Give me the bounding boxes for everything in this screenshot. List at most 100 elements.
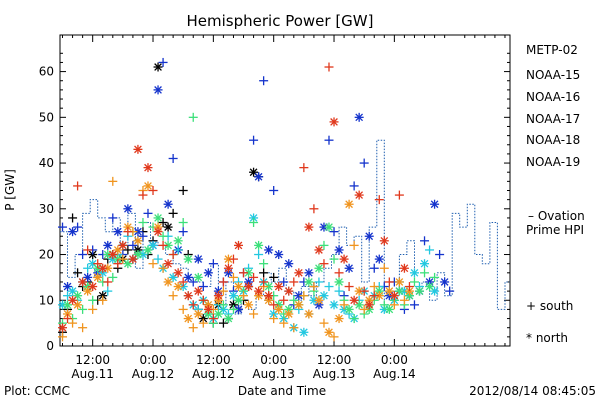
south-point-marker	[259, 277, 269, 287]
y-tick-label: 10	[39, 293, 54, 307]
south-point-marker	[339, 300, 349, 310]
north-point-marker	[379, 236, 389, 246]
south-point-marker	[329, 332, 339, 342]
south-point-marker	[349, 314, 359, 324]
marker-stroke	[305, 278, 313, 286]
marker-stroke	[335, 314, 343, 323]
south-point-marker	[374, 195, 384, 205]
marker-stroke	[224, 264, 233, 273]
marker-stroke	[98, 291, 107, 300]
north-point-marker	[304, 222, 314, 232]
south-point-marker	[218, 318, 228, 328]
south-point-marker	[198, 295, 208, 305]
marker-stroke	[98, 264, 107, 273]
north-point-marker	[414, 286, 424, 296]
south-point-marker	[324, 282, 334, 292]
south-point-marker	[73, 268, 83, 278]
north-point-marker	[334, 277, 344, 287]
north-point-marker	[329, 300, 339, 310]
north-point-marker	[354, 286, 364, 296]
marker-stroke	[113, 227, 122, 236]
marker-stroke	[164, 223, 172, 231]
marker-stroke	[410, 268, 419, 277]
legend-entry-metp02: METP-02	[526, 43, 578, 57]
south-point-marker	[178, 277, 188, 287]
marker-stroke	[375, 291, 384, 300]
marker-stroke	[224, 314, 233, 323]
south-point-marker	[158, 240, 168, 250]
x-axis-label: Date and Time	[238, 384, 326, 398]
marker-stroke	[154, 227, 162, 236]
south-point-marker	[359, 158, 369, 168]
marker-stroke	[400, 264, 409, 273]
marker-stroke	[144, 246, 152, 254]
south-point-marker	[259, 268, 269, 278]
north-point-marker	[183, 314, 193, 324]
north-point-marker	[364, 300, 374, 310]
south-point-marker	[208, 259, 218, 269]
marker-stroke	[254, 172, 263, 181]
south-point-marker	[188, 323, 198, 333]
south-point-marker	[435, 250, 445, 260]
south-point-marker	[168, 250, 178, 260]
marker-stroke	[395, 278, 404, 286]
north-point-marker	[123, 204, 133, 214]
south-point-marker	[228, 272, 238, 282]
y-tick-label: 0	[46, 339, 54, 353]
north-point-marker	[143, 245, 153, 255]
north-point-marker	[193, 254, 203, 264]
marker-stroke	[134, 145, 142, 154]
north-point-marker	[384, 304, 394, 314]
south-point-marker	[188, 112, 198, 122]
south-point-marker	[208, 314, 218, 324]
marker-stroke	[154, 63, 162, 71]
legend: METP-02 NOAA-15 NOAA-16 NOAA-17 NOAA-18 …	[526, 43, 585, 345]
marker-stroke	[274, 305, 283, 314]
south-point-marker	[269, 314, 279, 324]
north-point-marker	[420, 259, 430, 269]
marker-stroke	[194, 255, 203, 263]
south-point-marker	[420, 268, 430, 278]
north-point-marker	[143, 163, 153, 173]
marker-stroke	[174, 282, 183, 291]
north-point-marker	[143, 181, 153, 191]
south-point-marker	[289, 277, 299, 287]
marker-stroke	[355, 191, 364, 199]
legend-entry-noaa19: NOAA-19	[526, 155, 580, 169]
south-point-marker	[404, 282, 414, 292]
south-point-marker	[98, 295, 108, 305]
north-point-marker	[284, 309, 294, 319]
north-point-marker	[173, 282, 183, 292]
plot-frame	[59, 34, 511, 347]
north-point-marker	[274, 304, 284, 314]
marker-stroke	[174, 268, 183, 277]
marker-stroke	[249, 168, 258, 177]
north-point-marker	[183, 254, 193, 264]
marker-stroke	[88, 259, 97, 268]
south-point-marker	[138, 190, 148, 200]
marker-stroke	[174, 236, 183, 245]
north-point-marker	[58, 323, 68, 333]
marker-stroke	[415, 287, 424, 295]
north-point-marker	[233, 282, 243, 292]
south-point-marker	[103, 277, 113, 287]
marker-stroke	[430, 200, 439, 209]
south-point-marker	[178, 304, 188, 314]
south-point-marker	[279, 318, 289, 328]
legend-entry-noaa16: NOAA-16	[526, 90, 580, 104]
x-axis-ticks: 12:00Aug.110:00Aug.1212:00Aug.120:00Aug.…	[62, 35, 506, 381]
south-point-marker	[369, 263, 379, 273]
marker-stroke	[330, 118, 338, 126]
north-point-marker	[264, 291, 274, 301]
north-point-marker	[113, 227, 123, 237]
north-point-marker	[314, 263, 324, 273]
south-point-marker	[334, 286, 344, 296]
south-point-marker	[384, 277, 394, 287]
legend-entry-noaa15: NOAA-15	[526, 68, 580, 82]
north-point-marker	[233, 295, 243, 305]
north-point-marker	[274, 250, 284, 260]
north-point-marker	[223, 254, 233, 264]
south-point-marker	[239, 268, 249, 278]
north-point-marker	[349, 295, 359, 305]
